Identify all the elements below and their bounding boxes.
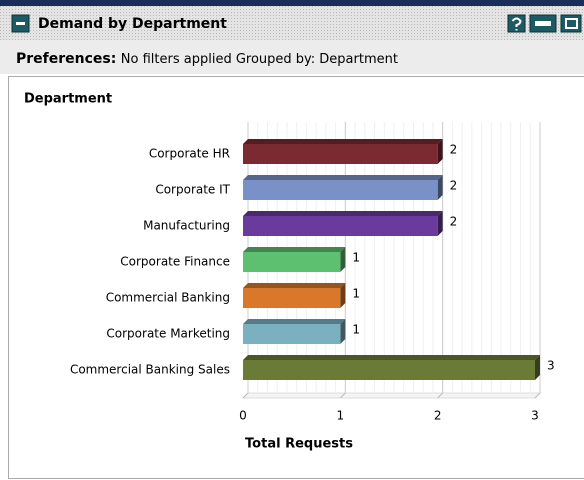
bar-side <box>437 175 443 200</box>
value-label: 3 <box>547 359 555 373</box>
bar-top <box>243 319 346 324</box>
bar-side <box>437 211 443 236</box>
bar <box>243 360 535 380</box>
bar-side <box>437 139 443 164</box>
bar <box>243 324 341 344</box>
bar-top <box>243 175 443 180</box>
maximize-button[interactable] <box>560 14 582 33</box>
x-tick-label: 3 <box>531 409 539 423</box>
value-label: 2 <box>450 215 458 229</box>
value-label: 2 <box>450 143 458 157</box>
bar <box>243 144 438 164</box>
bar-top <box>243 283 346 288</box>
x-tick-label: 2 <box>434 409 442 423</box>
x-tick-label: 0 <box>239 409 247 423</box>
bar <box>243 252 341 272</box>
bar <box>243 180 438 200</box>
bar <box>243 288 341 308</box>
value-label: 1 <box>352 323 360 337</box>
bar-side <box>340 247 346 272</box>
bar-side <box>340 283 346 308</box>
tick-mark <box>242 392 249 399</box>
y-axis-title: Department <box>24 92 112 107</box>
value-label: 1 <box>352 251 360 265</box>
tick-mark <box>437 392 444 399</box>
value-label: 2 <box>450 179 458 193</box>
bar-top <box>243 211 443 216</box>
preferences-text: No filters applied Grouped by: Departmen… <box>121 52 398 67</box>
y-tick-label: Corporate IT <box>155 183 230 197</box>
value-label: 1 <box>352 287 360 301</box>
y-tick-label: Corporate HR <box>149 147 230 161</box>
preferences: Preferences: No filters applied Grouped … <box>16 51 398 67</box>
y-tick-label: Corporate Finance <box>120 255 230 269</box>
panel-title: Demand by Department <box>38 16 227 32</box>
minimize-button[interactable] <box>529 14 557 33</box>
bar-top <box>243 355 540 360</box>
tick-mark <box>339 392 346 399</box>
help-button[interactable] <box>507 14 526 33</box>
y-tick-label: Commercial Banking <box>106 291 230 305</box>
tick-mark <box>534 392 541 399</box>
bar-top <box>243 247 346 252</box>
header-bar <box>0 6 584 40</box>
x-tick-label: 1 <box>337 409 345 423</box>
y-tick-label: Corporate Marketing <box>106 327 230 341</box>
panel-icon <box>11 14 30 33</box>
bar-top <box>243 139 443 144</box>
bar-side <box>340 319 346 344</box>
chart: 0 1 2 3 Total Requests Corporate HR 2 Corporate… <box>70 122 555 452</box>
plot-floor <box>241 392 542 399</box>
bar <box>243 216 438 236</box>
top-border <box>0 0 584 6</box>
x-axis-title: Total Requests <box>245 437 353 452</box>
preferences-label: Preferences: <box>16 51 116 67</box>
preferences-bar <box>0 40 584 74</box>
y-tick-label: Manufacturing <box>143 219 230 233</box>
bar-side <box>535 355 540 380</box>
y-tick-label: Commercial Banking Sales <box>70 363 230 377</box>
